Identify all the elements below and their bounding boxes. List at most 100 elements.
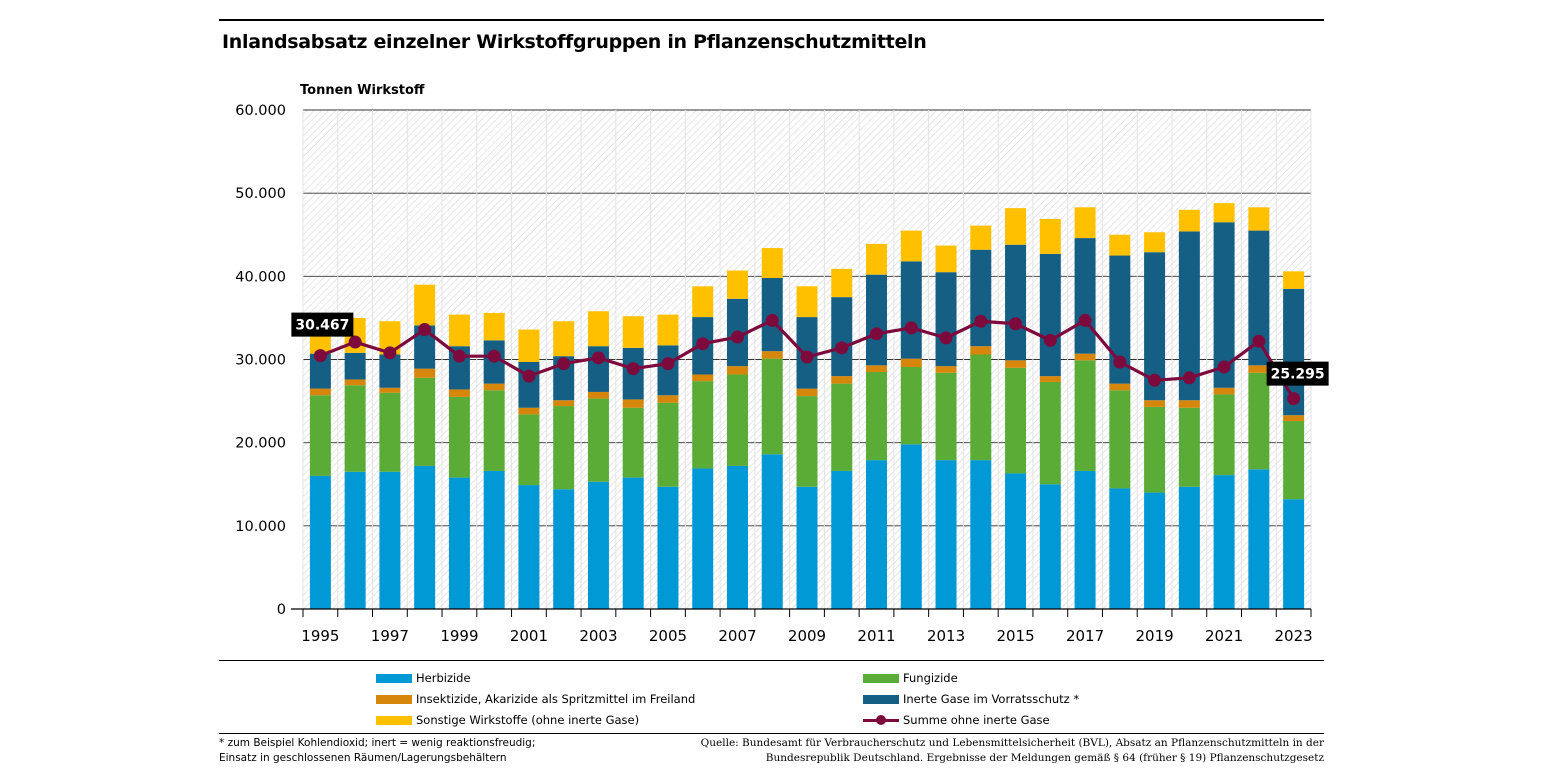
bar-inerte_gase-2016 [1039, 253, 1061, 377]
bar-insektizide-2010 [831, 376, 853, 384]
summe-point-2013 [939, 331, 953, 345]
bar-herbizide-1997 [379, 471, 401, 609]
bar-insektizide-2020 [1178, 400, 1200, 408]
summe-point-2003 [591, 351, 605, 365]
bar-sonstige-2023 [1283, 271, 1305, 289]
bar-insektizide-2022 [1248, 365, 1270, 373]
legend-label-summe: Summe ohne inerte Gase [903, 713, 1050, 727]
legend-swatch-insektizide [376, 695, 412, 704]
bar-herbizide-2018 [1109, 488, 1131, 609]
bar-inerte_gase-2001 [518, 361, 540, 408]
bar-fungizide-2003 [587, 398, 609, 482]
bar-sonstige-2017 [1074, 207, 1096, 239]
summe-point-1999 [452, 349, 466, 363]
x-tick-label: 2021 [1205, 627, 1243, 645]
summe-point-2014 [974, 314, 988, 328]
bar-insektizide-2016 [1039, 376, 1061, 382]
annotation-box [1266, 361, 1329, 386]
bar-sonstige-2015 [1005, 208, 1027, 245]
bar-fungizide-2011 [866, 371, 888, 461]
bar-herbizide-1998 [414, 465, 436, 609]
bar-insektizide-2015 [1005, 360, 1027, 368]
summe-point-2023 [1287, 392, 1301, 406]
summe-point-2011 [870, 327, 884, 341]
summe-point-1996 [348, 335, 362, 349]
bar-herbizide-1999 [448, 477, 470, 609]
x-tick-label: 1997 [371, 627, 409, 645]
bar-fungizide-1995 [309, 395, 331, 476]
x-tick-label: 2005 [649, 627, 687, 645]
legend-swatch-fungizide [863, 674, 899, 683]
x-tick-label: 1995 [301, 627, 339, 645]
bar-sonstige-2013 [935, 245, 957, 273]
bar-inerte_gase-1998 [414, 325, 436, 369]
bar-fungizide-1996 [344, 385, 366, 472]
bar-herbizide-2014 [970, 460, 992, 609]
annotation-label: 25.295 [1271, 367, 1325, 383]
bar-herbizide-2015 [1005, 473, 1027, 609]
bar-sonstige-2002 [553, 321, 575, 357]
y-tick-label: 40.000 [235, 269, 286, 285]
bar-herbizide-2005 [657, 486, 679, 609]
bar-inerte_gase-2005 [657, 345, 679, 396]
legend-swatch-inerte-gase [863, 695, 899, 704]
y-tick-label: 10.000 [235, 519, 286, 535]
bar-insektizide-2007 [726, 366, 748, 375]
chart-area: Tonnen Wirkstoff 0 10.000 20.000 30.000 40.0… [235, 83, 1329, 645]
bar-insektizide-2017 [1074, 353, 1096, 361]
bar-herbizide-2007 [726, 465, 748, 609]
summe-point-2021 [1217, 360, 1231, 374]
bar-insektizide-2012 [900, 358, 922, 367]
bar-fungizide-2001 [518, 414, 540, 486]
bar-sonstige-2019 [1144, 232, 1166, 253]
summe-point-2009 [800, 350, 814, 364]
y-tick-label: 60.000 [235, 103, 286, 119]
bar-sonstige-2007 [726, 270, 748, 299]
bar-sonstige-1997 [379, 321, 401, 355]
bar-sonstige-2003 [587, 311, 609, 347]
bar-insektizide-2008 [761, 351, 783, 359]
bar-herbizide-2002 [553, 489, 575, 609]
x-tick-label: 2007 [718, 627, 756, 645]
bar-fungizide-2005 [657, 402, 679, 487]
bar-fungizide-2009 [796, 396, 818, 487]
legend-swatch-herbizide [376, 674, 412, 683]
bar-sonstige-2001 [518, 329, 540, 362]
x-tick-label: 2015 [996, 627, 1034, 645]
bar-sonstige-2000 [483, 312, 505, 341]
bar-herbizide-2012 [900, 444, 922, 609]
legend-label-sonstige: Sonstige Wirkstoffe (ohne inerte Gase) [416, 713, 640, 727]
x-tick-label: 2001 [510, 627, 548, 645]
bar-insektizide-2006 [692, 374, 714, 382]
bar-sonstige-2020 [1178, 209, 1200, 232]
bar-sonstige-2006 [692, 286, 714, 318]
bar-inerte_gase-2019 [1144, 252, 1166, 401]
bar-insektizide-2002 [553, 400, 575, 407]
legend-label-herbizide: Herbizide [416, 671, 471, 685]
annotation-box [291, 312, 354, 337]
footer-rule [219, 733, 1324, 734]
bar-inerte_gase-2022 [1248, 230, 1270, 366]
bar-herbizide-2019 [1144, 492, 1166, 609]
bar-fungizide-1997 [379, 392, 401, 472]
bar-inerte_gase-2014 [970, 249, 992, 347]
y-tick-label: 20.000 [235, 436, 286, 452]
bar-insektizide-2009 [796, 388, 818, 397]
bar-insektizide-2021 [1213, 387, 1235, 395]
bar-herbizide-1996 [344, 471, 366, 609]
x-tick-label: 2009 [788, 627, 826, 645]
bar-herbizide-2006 [692, 468, 714, 609]
bar-fungizide-2002 [553, 406, 575, 490]
bar-sonstige-2009 [796, 286, 818, 318]
summe-point-2016 [1043, 333, 1057, 347]
bar-fungizide-2017 [1074, 360, 1096, 471]
bar-inerte_gase-2011 [866, 274, 888, 366]
summe-point-2006 [696, 337, 710, 351]
bar-insektizide-1996 [344, 379, 366, 386]
summe-point-2012 [904, 321, 918, 335]
bar-fungizide-2019 [1144, 406, 1166, 493]
bar-fungizide-2018 [1109, 390, 1131, 489]
bar-sonstige-2021 [1213, 203, 1235, 223]
bar-herbizide-2011 [866, 460, 888, 609]
bar-herbizide-2017 [1074, 470, 1096, 609]
